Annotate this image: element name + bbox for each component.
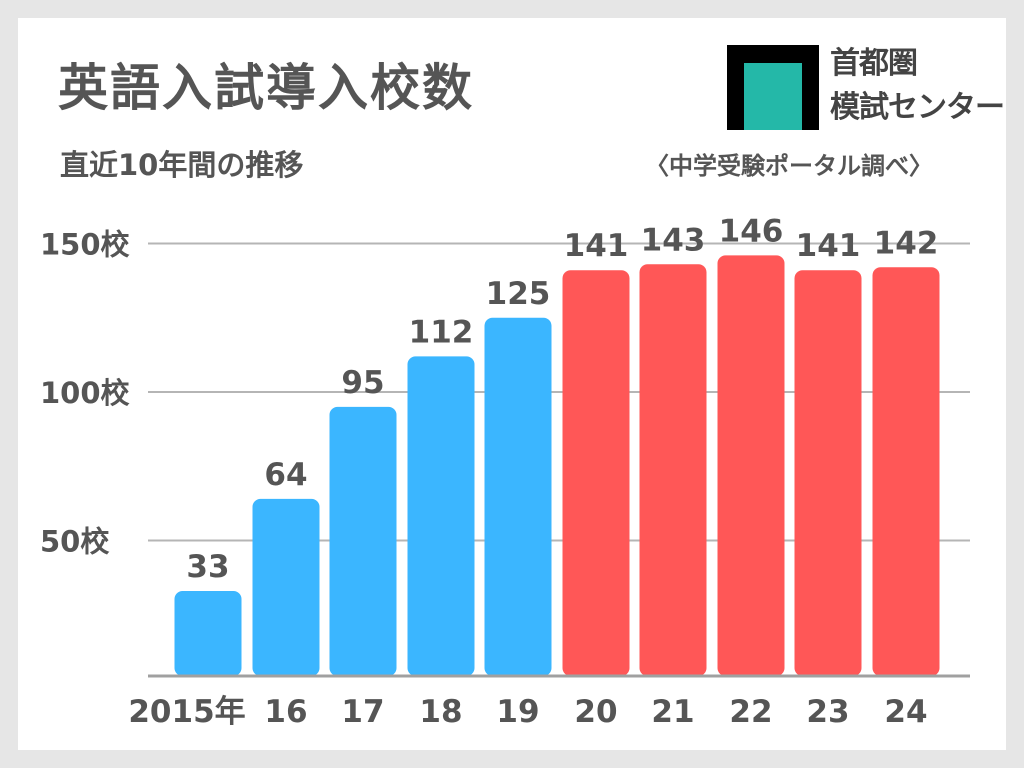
- y-tick-label: 150校: [40, 228, 130, 262]
- bar: [174, 590, 242, 676]
- y-tick-label: 100校: [40, 376, 130, 410]
- x-tick-label: 16: [264, 694, 307, 730]
- data-label: 112: [409, 314, 474, 350]
- logo-mark-inner: [744, 63, 802, 130]
- bar: [484, 317, 552, 676]
- bar: [717, 255, 785, 676]
- bar: [562, 270, 630, 676]
- x-tick-label: 18: [419, 694, 462, 730]
- bar: [639, 264, 707, 676]
- x-tick-label: 21: [651, 694, 694, 730]
- bar: [794, 270, 862, 676]
- data-label: 64: [264, 457, 307, 493]
- source-note: 〈中学受験ポータル調べ〉: [645, 152, 933, 180]
- x-tick-label: 19: [496, 694, 539, 730]
- x-tick-label: 22: [729, 694, 772, 730]
- chart-title: 英語入試導入校数: [58, 59, 474, 117]
- x-tick-label: 20: [574, 694, 617, 730]
- logo-line1: 首都圏: [830, 46, 918, 81]
- data-label: 95: [341, 365, 384, 401]
- data-label: 143: [641, 222, 706, 258]
- x-tick-label: 24: [884, 694, 927, 730]
- bar: [872, 267, 940, 676]
- x-tick-label: 23: [806, 694, 849, 730]
- data-label: 146: [719, 213, 784, 249]
- logo-line2: 模試センター: [830, 90, 1005, 125]
- data-label: 33: [186, 549, 229, 585]
- bar: [407, 356, 475, 676]
- data-label: 142: [874, 225, 939, 261]
- y-tick-label: 50校: [40, 525, 109, 559]
- bar: [252, 498, 320, 676]
- data-label: 141: [564, 228, 629, 264]
- chart-subtitle: 直近10年間の推移: [60, 148, 304, 182]
- bar: [329, 406, 397, 676]
- logo-mark: [727, 45, 819, 130]
- logo-text: 首都圏 模試センター: [830, 42, 1005, 130]
- data-label: 125: [486, 276, 551, 312]
- x-tick-label: 17: [341, 694, 384, 730]
- data-label: 141: [796, 228, 861, 264]
- x-tick-label: 2015年: [128, 694, 245, 730]
